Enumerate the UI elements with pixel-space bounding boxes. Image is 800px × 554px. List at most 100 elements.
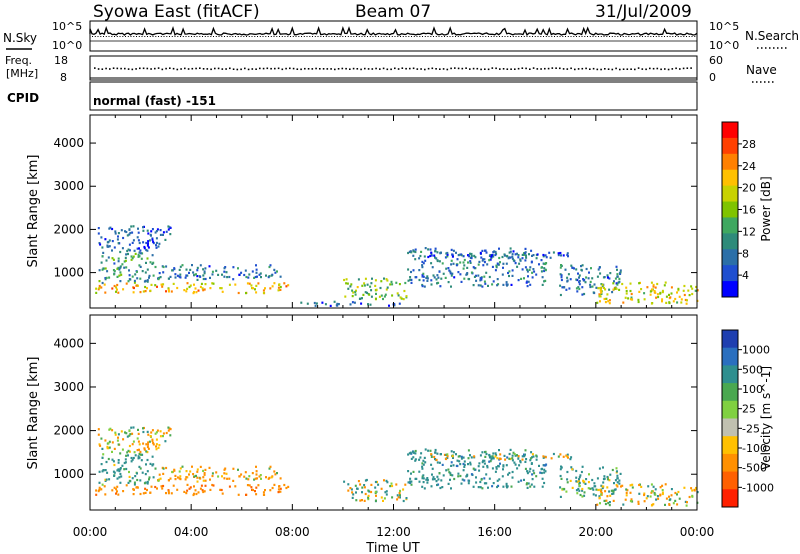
data-cell [670, 488, 673, 491]
nsearch-dot [441, 36, 443, 37]
data-cell [122, 236, 125, 240]
data-cell [138, 452, 141, 456]
data-cell [404, 483, 407, 486]
data-cell [248, 475, 251, 478]
nsearch-dot [356, 36, 357, 37]
data-cell [277, 488, 280, 491]
data-cell [470, 473, 473, 476]
data-cell [525, 254, 527, 257]
data-cell [496, 457, 499, 460]
data-cell [115, 488, 118, 491]
freq-dot [386, 68, 389, 71]
data-cell [117, 459, 120, 462]
data-cell [162, 432, 165, 435]
data-cell [475, 279, 478, 282]
data-cell [498, 457, 501, 460]
data-cell [136, 236, 139, 239]
data-cell [672, 300, 675, 303]
freq-dot [607, 68, 610, 70]
data-cell [370, 483, 373, 486]
data-cell [98, 269, 101, 272]
nsearch-dot [199, 36, 201, 37]
data-cell [399, 489, 401, 492]
data-cell [183, 289, 186, 292]
data-cell [507, 271, 509, 275]
data-cell [418, 470, 421, 473]
data-cell [593, 283, 596, 286]
data-cell [486, 464, 489, 468]
data-cell [113, 463, 116, 467]
data-cell [119, 452, 122, 455]
data-cell [113, 447, 116, 450]
nsearch-dot [389, 36, 390, 37]
data-cell [221, 475, 223, 478]
data-cell [128, 228, 131, 231]
data-cell [445, 469, 448, 472]
data-cell [151, 464, 154, 467]
data-cell [211, 472, 214, 475]
freq-dot [139, 67, 141, 70]
nsearch-dot [320, 36, 322, 37]
data-cell [520, 277, 523, 280]
data-cell [437, 276, 440, 279]
data-cell [489, 455, 492, 458]
data-cell [517, 455, 520, 458]
data-cell [158, 272, 161, 275]
data-cell [487, 486, 489, 489]
nsearch-dot [628, 36, 630, 37]
data-cell [350, 488, 353, 491]
data-cell [170, 290, 173, 293]
data-cell [495, 266, 498, 269]
data-cell [455, 264, 458, 267]
data-cell [199, 487, 202, 490]
nsearch-dot [303, 36, 305, 37]
data-cell [165, 431, 168, 435]
data-cell [382, 297, 384, 301]
data-cell [450, 274, 453, 277]
data-cell [478, 260, 481, 263]
data-cell [457, 254, 460, 257]
data-cell [530, 260, 533, 263]
data-cell [656, 495, 659, 498]
data-cell [437, 281, 440, 284]
x-tick-label: 20:00 [579, 525, 614, 539]
freq-dot [244, 67, 246, 70]
nsearch-dot [669, 36, 671, 37]
nsearch-tick-top: 10^5 [709, 20, 739, 33]
data-cell [402, 499, 405, 503]
data-cell [434, 249, 437, 252]
data-cell [510, 485, 513, 488]
data-cell [492, 452, 495, 455]
colorbar-block [722, 265, 738, 282]
data-cell [494, 269, 497, 272]
colorbar-block [722, 347, 738, 366]
data-cell [477, 486, 480, 489]
data-cell [445, 457, 448, 461]
data-cell [138, 448, 140, 451]
data-cell [349, 285, 352, 288]
data-cell [108, 446, 111, 449]
freq-dot [401, 67, 404, 69]
velocity-colorbar-label: Velocity [m s^-1] [759, 366, 773, 470]
data-cell [103, 283, 106, 286]
data-cell [117, 257, 120, 260]
data-cell [389, 283, 392, 286]
data-cell [366, 283, 369, 286]
data-cell [531, 271, 534, 274]
nsearch-dot [504, 36, 506, 37]
data-cell [217, 475, 220, 478]
freq-dot [450, 67, 452, 70]
data-cell [124, 256, 127, 259]
data-cell [529, 467, 532, 470]
data-cell [223, 468, 226, 471]
data-cell [151, 254, 154, 257]
data-cell [202, 490, 205, 494]
freq-dot [544, 67, 546, 70]
data-cell [557, 254, 560, 257]
data-cell [492, 482, 495, 485]
nsearch-dot [449, 36, 451, 37]
data-cell [451, 474, 454, 477]
data-cell [178, 275, 181, 278]
data-cell [519, 258, 522, 261]
